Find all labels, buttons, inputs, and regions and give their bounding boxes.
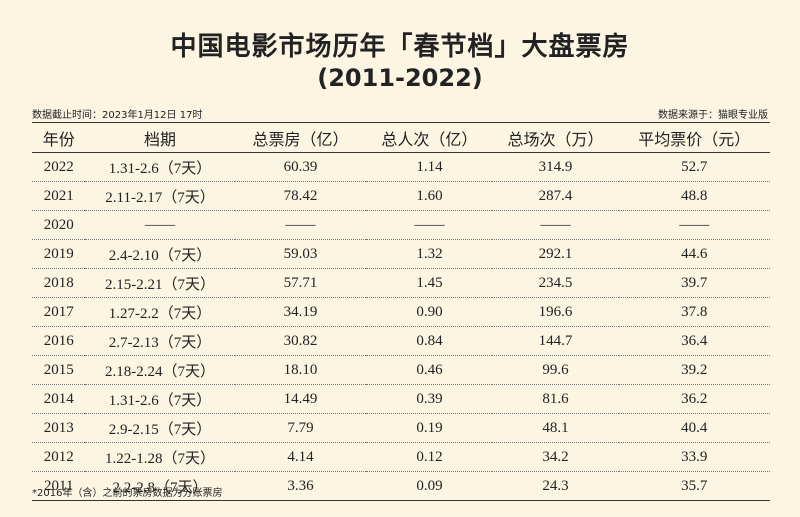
table-cell: 24.3 — [492, 471, 619, 501]
column-header: 档期 — [85, 122, 235, 153]
table-cell: 2.15-2.21（7天） — [85, 268, 235, 298]
table-cell: 81.6 — [492, 384, 619, 414]
table-cell: 2022 — [32, 152, 86, 182]
table-cell: 2.2-2.8（7天） — [85, 471, 235, 501]
table-cell: 2013 — [32, 413, 86, 443]
table-cell: 34.19 — [234, 297, 367, 327]
table-cell: 30.82 — [234, 326, 367, 356]
table-cell: 57.71 — [234, 268, 367, 298]
table-cell: —— — [85, 210, 235, 240]
table-cell: 4.14 — [234, 442, 367, 472]
table-cell: 0.12 — [366, 442, 493, 472]
table-cell: 2021 — [32, 181, 86, 211]
table-cell: 3.36 — [234, 471, 367, 501]
table-cell: 0.39 — [366, 384, 493, 414]
column-header: 总票房（亿） — [234, 122, 367, 153]
table-row: 2013 2.9-2.15（7天） 7.79 0.19 48.1 40.4 — [32, 413, 770, 443]
table-cell: 234.5 — [492, 268, 619, 298]
table-cell: 59.03 — [234, 239, 367, 269]
header-row: 年份 档期 总票房（亿） 总人次（亿） 总场次（万） 平均票价（元） — [32, 122, 770, 153]
table-cell: 1.45 — [366, 268, 493, 298]
table-cell: 287.4 — [492, 181, 619, 211]
table-cell: 14.49 — [234, 384, 367, 414]
table-cell: 0.90 — [366, 297, 493, 327]
table-cell: 78.42 — [234, 181, 367, 211]
table-cell: 39.2 — [618, 355, 770, 385]
table-cell: 0.09 — [366, 471, 493, 501]
table-cell: 1.31-2.6（7天） — [85, 152, 235, 182]
table-cell: 37.8 — [618, 297, 770, 327]
table-cell: 0.84 — [366, 326, 493, 356]
table-cell: 0.46 — [366, 355, 493, 385]
table-cell: 2.11-2.17（7天） — [85, 181, 235, 211]
table-cell: 2015 — [32, 355, 86, 385]
updated-time: 数据截止时间：2023年1月12日 17时 — [32, 110, 203, 121]
table-cell: 2.9-2.15（7天） — [85, 413, 235, 443]
table-cell: 36.4 — [618, 326, 770, 356]
table-body: 2022 1.31-2.6（7天） 60.39 1.14 314.9 52.7 2021 2.… — [32, 152, 770, 501]
table-row: 2022 1.31-2.6（7天） 60.39 1.14 314.9 52.7 — [32, 152, 770, 182]
table-cell: 2014 — [32, 384, 86, 414]
table-cell: 0.19 — [366, 413, 493, 443]
table-cell: —— — [618, 210, 770, 240]
table-cell: 2.18-2.24（7天） — [85, 355, 235, 385]
title: 中国电影市场历年「春节档」大盘票房 — [170, 32, 630, 62]
table-cell: 35.7 — [618, 471, 770, 501]
table-cell: 2017 — [32, 297, 86, 327]
footnote: *2016年（含）之前的票房数据为分账票房 — [32, 488, 223, 499]
table-cell: 48.1 — [492, 413, 619, 443]
table-row: 2020 —— —— —— —— —— — [32, 210, 770, 240]
table-cell: 1.22-1.28（7天） — [85, 442, 235, 472]
table-cell: 39.7 — [618, 268, 770, 298]
table-cell: 44.6 — [618, 239, 770, 269]
table-row: 2021 2.11-2.17（7天） 78.42 1.60 287.4 48.8 — [32, 181, 770, 211]
table-cell: 1.14 — [366, 152, 493, 182]
table-row: 2017 1.27-2.2（7天） 34.19 0.90 196.6 37.8 — [32, 297, 770, 327]
table-row: 2011 2.2-2.8（7天） 3.36 0.09 24.3 35.7 — [32, 471, 770, 501]
table-cell: 33.9 — [618, 442, 770, 472]
table-cell: 36.2 — [618, 384, 770, 414]
table-cell: 1.31-2.6（7天） — [85, 384, 235, 414]
table-cell: 40.4 — [618, 413, 770, 443]
table-cell: 52.7 — [618, 152, 770, 182]
table-cell: 2016 — [32, 326, 86, 356]
table-cell: —— — [492, 210, 619, 240]
table-cell: 1.27-2.2（7天） — [85, 297, 235, 327]
table-cell: 144.7 — [492, 326, 619, 356]
table-cell: 292.1 — [492, 239, 619, 269]
table-cell: 34.2 — [492, 442, 619, 472]
table-cell: 2018 — [32, 268, 86, 298]
column-header: 平均票价（元） — [618, 122, 770, 153]
table-row: 2018 2.15-2.21（7天） 57.71 1.45 234.5 39.7 — [32, 268, 770, 298]
table-cell: 2.4-2.10（7天） — [85, 239, 235, 269]
subtitle: (2011-2022) — [317, 64, 483, 92]
table-cell: 18.10 — [234, 355, 367, 385]
table-cell: —— — [234, 210, 367, 240]
table-cell: 1.32 — [366, 239, 493, 269]
table-row: 2019 2.4-2.10（7天） 59.03 1.32 292.1 44.6 — [32, 239, 770, 269]
column-header: 总人次（亿） — [366, 122, 493, 153]
table-row: 2012 1.22-1.28（7天） 4.14 0.12 34.2 33.9 — [32, 442, 770, 472]
box-office-table: 年份 档期 总票房（亿） 总人次（亿） 总场次（万） 平均票价（元） 2022 1.31-2… — [32, 122, 770, 501]
table-cell: 2011 — [32, 471, 86, 501]
data-source: 数据来源于：猫眼专业版 — [658, 110, 768, 121]
table-cell: 2020 — [32, 210, 86, 240]
column-header: 总场次（万） — [492, 122, 619, 153]
table-row: 2015 2.18-2.24（7天） 18.10 0.46 99.6 39.2 — [32, 355, 770, 385]
table-row: 2014 1.31-2.6（7天） 14.49 0.39 81.6 36.2 — [32, 384, 770, 414]
table-cell: 314.9 — [492, 152, 619, 182]
table-cell: 2019 — [32, 239, 86, 269]
table-cell: —— — [366, 210, 493, 240]
table-cell: 60.39 — [234, 152, 367, 182]
column-header: 年份 — [32, 122, 86, 153]
table-cell: 2.7-2.13（7天） — [85, 326, 235, 356]
table-cell: 48.8 — [618, 181, 770, 211]
table-cell: 196.6 — [492, 297, 619, 327]
table-cell: 7.79 — [234, 413, 367, 443]
table-cell: 1.60 — [366, 181, 493, 211]
table-cell: 99.6 — [492, 355, 619, 385]
table-cell: 2012 — [32, 442, 86, 472]
table-row: 2016 2.7-2.13（7天） 30.82 0.84 144.7 36.4 — [32, 326, 770, 356]
